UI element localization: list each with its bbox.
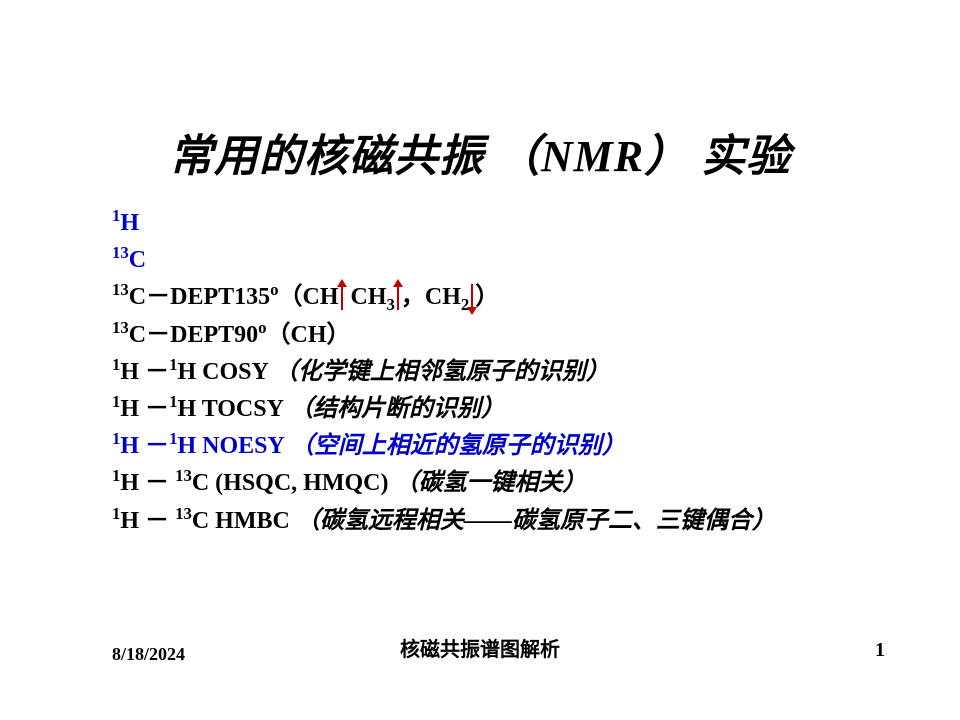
b: C HMBC	[192, 508, 290, 534]
deg: o	[258, 318, 266, 337]
txt-d: ，CH	[401, 284, 461, 310]
a: H －	[120, 508, 175, 534]
c: （结构片断的识别）	[289, 396, 505, 422]
arrow-up-icon	[341, 284, 343, 310]
sup: 13	[112, 280, 129, 299]
a: H －	[120, 396, 169, 422]
line-noesy: 1H －1H NOESY （空间上相近的氢原子的识别）	[112, 428, 872, 465]
c: （碳氢远程相关——碳氢原子二、三键偶合）	[296, 508, 776, 534]
sub3: 3	[387, 295, 395, 314]
line-hmbc: 1H － 13C HMBC （碳氢远程相关——碳氢原子二、三键偶合）	[112, 503, 872, 540]
deg: o	[270, 280, 278, 299]
b: H TOCSY	[177, 396, 283, 422]
txt-b: （CH）	[267, 322, 351, 348]
slide-body: 1H 13C 13C－DEPT135o（CH CH3，CH2） 13C－DEPT…	[112, 205, 872, 540]
line-cosy: 1H －1H COSY （化学键上相邻氢原子的识别）	[112, 354, 872, 391]
line-hsqc: 1H － 13C (HSQC, HMQC) （碳氢一键相关）	[112, 465, 872, 502]
sup: 13	[112, 318, 129, 337]
txt-c: CH	[345, 284, 387, 310]
txt-c: C	[129, 247, 146, 273]
line-dept90: 13C－DEPT90o（CH）	[112, 317, 872, 354]
footer-page: 1	[875, 639, 885, 662]
b: H NOESY	[177, 433, 283, 459]
txt-a: C－DEPT90	[129, 322, 258, 348]
arrow-up-icon	[397, 284, 399, 310]
c: （化学键上相邻氢原子的识别）	[274, 359, 610, 385]
slide: 常用的核磁共振 （NMR） 实验 1H 13C 13C－DEPT135o（CH …	[0, 0, 960, 720]
txt-h: H	[120, 210, 139, 236]
a: H －	[120, 359, 169, 385]
arrow-down-icon	[471, 284, 473, 310]
txt-e: ）	[475, 284, 499, 310]
slide-title: 常用的核磁共振 （NMR） 实验	[0, 120, 960, 184]
txt-a: C－DEPT135	[129, 284, 270, 310]
footer-center: 核磁共振谱图解析	[0, 633, 960, 662]
line-dept135: 13C－DEPT135o（CH CH3，CH2）	[112, 279, 872, 316]
line-1h: 1H	[112, 205, 872, 242]
a: H －	[120, 470, 175, 496]
sup-13: 13	[112, 243, 129, 262]
line-tocsy: 1H －1H TOCSY （结构片断的识别）	[112, 391, 872, 428]
c: （空间上相近的氢原子的识别）	[290, 433, 626, 459]
line-13c: 13C	[112, 242, 872, 279]
txt-b: （CH	[279, 284, 339, 310]
s2: 13	[175, 466, 192, 485]
b: H COSY	[177, 359, 267, 385]
a: H －	[120, 433, 169, 459]
c: （碳氢一键相关）	[395, 470, 587, 496]
s2: 13	[175, 504, 192, 523]
b: C (HSQC, HMQC)	[192, 470, 389, 496]
